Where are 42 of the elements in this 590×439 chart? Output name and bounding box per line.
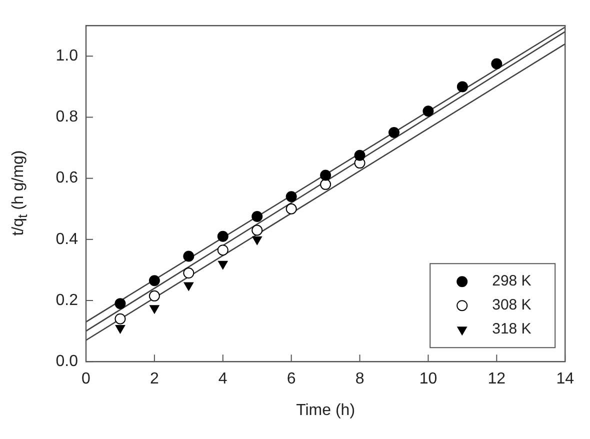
x-tick-label: 14	[556, 370, 574, 388]
point	[286, 191, 297, 202]
x-tick-label: 4	[218, 370, 228, 388]
point	[217, 230, 228, 242]
x-tick-label: 12	[488, 370, 506, 388]
x-tick-label: 10	[419, 370, 438, 388]
point	[150, 305, 160, 314]
y-tick-label: 0.8	[56, 108, 78, 126]
point	[218, 260, 228, 270]
point	[114, 298, 126, 310]
legend-label: 298 K	[492, 272, 532, 290]
legend-label: 308 K	[492, 296, 532, 314]
x-tick-label: 0	[82, 370, 91, 388]
point	[217, 244, 228, 256]
x-tick-label: 6	[286, 370, 296, 388]
y-tick-label: 1.0	[56, 48, 78, 65]
y-tick-label: 0.4	[56, 230, 78, 248]
point	[422, 106, 434, 117]
point	[183, 250, 194, 262]
point	[320, 178, 332, 190]
y-tick-label: 0.0	[56, 353, 78, 370]
point	[354, 150, 366, 161]
point	[252, 224, 263, 236]
x-axis-title: Time (h)	[296, 402, 356, 419]
point	[148, 275, 160, 286]
point	[148, 290, 160, 302]
y-tick-label: 0.2	[56, 292, 78, 309]
point	[491, 58, 502, 70]
point	[183, 268, 194, 279]
y-tick-label: 0.6	[56, 170, 78, 187]
legend-label: 318 K	[492, 320, 532, 338]
point	[114, 313, 126, 324]
point	[252, 236, 262, 245]
x-tick-label: 8	[355, 370, 364, 388]
point	[388, 127, 400, 138]
point	[320, 170, 332, 181]
x-tick-label: 2	[150, 370, 159, 388]
point	[286, 203, 297, 214]
point	[184, 282, 194, 291]
point	[115, 325, 126, 334]
point	[252, 211, 263, 222]
point	[456, 81, 468, 92]
